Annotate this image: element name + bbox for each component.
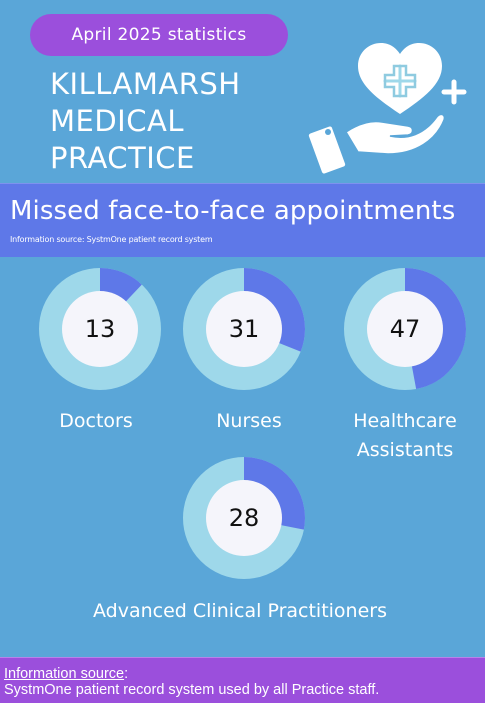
practice-name-line: KILLAMARSH <box>50 67 241 101</box>
footer-heading: Information source <box>4 666 125 682</box>
donut-chart <box>183 268 305 390</box>
staff-label-line: Nurses <box>216 410 282 432</box>
footer-colon: : <box>124 666 129 682</box>
section-source-note: Information source: SystmOne patient rec… <box>10 235 213 244</box>
donut-arc <box>39 268 161 390</box>
practice-name-line: MEDICAL <box>50 104 184 138</box>
footer-text: SystmOne patient record system used by a… <box>4 682 380 698</box>
nurses-donut: 31 <box>183 268 305 390</box>
advanced-clinical-practitioners-label: Advanced Clinical Practitioners <box>60 597 420 626</box>
healthcare-assistants-missed-value: 47 <box>389 315 421 343</box>
nurses-label: Nurses <box>183 407 315 436</box>
donut-center <box>206 291 282 367</box>
nurses-missed-value: 31 <box>228 315 260 343</box>
donut-chart <box>39 268 161 390</box>
donut-chart <box>344 268 466 390</box>
staff-label-line: Advanced Clinical Practitioners <box>93 600 387 622</box>
donut-chart <box>183 457 305 579</box>
donut-center <box>367 291 443 367</box>
donut-arc <box>183 268 305 390</box>
donut-center <box>62 291 138 367</box>
month-label: April 2025 statistics <box>30 14 288 56</box>
footer: Information source: SystmOne patient rec… <box>0 657 485 703</box>
care-illustration <box>308 43 467 176</box>
healthcare-assistants-label: Healthcare Assistants <box>335 407 475 465</box>
practice-name: KILLAMARSH MEDICAL PRACTICE <box>50 66 310 177</box>
staff-label-line: Healthcare <box>353 410 457 432</box>
advanced-clinical-practitioners-donut: 28 <box>183 457 305 579</box>
practice-name-line: PRACTICE <box>50 141 195 175</box>
section-band: Missed face-to-face appointments Informa… <box>0 183 485 257</box>
heart-icon <box>358 43 442 114</box>
doctors-label: Doctors <box>30 407 162 436</box>
staff-label-line: Doctors <box>59 410 133 432</box>
donut-center <box>206 480 282 556</box>
staff-label-line: Assistants <box>356 439 454 461</box>
donut-arc <box>344 268 466 390</box>
plus-icon <box>441 79 467 105</box>
doctors-donut: 13 <box>39 268 161 390</box>
doctors-missed-value: 13 <box>84 315 116 343</box>
healthcare-assistants-donut: 47 <box>344 268 466 390</box>
donut-arc <box>183 457 305 579</box>
advanced-clinical-practitioners-missed-value: 28 <box>228 504 260 532</box>
hand-icon <box>308 113 446 176</box>
section-title: Missed face-to-face appointments <box>10 196 456 226</box>
